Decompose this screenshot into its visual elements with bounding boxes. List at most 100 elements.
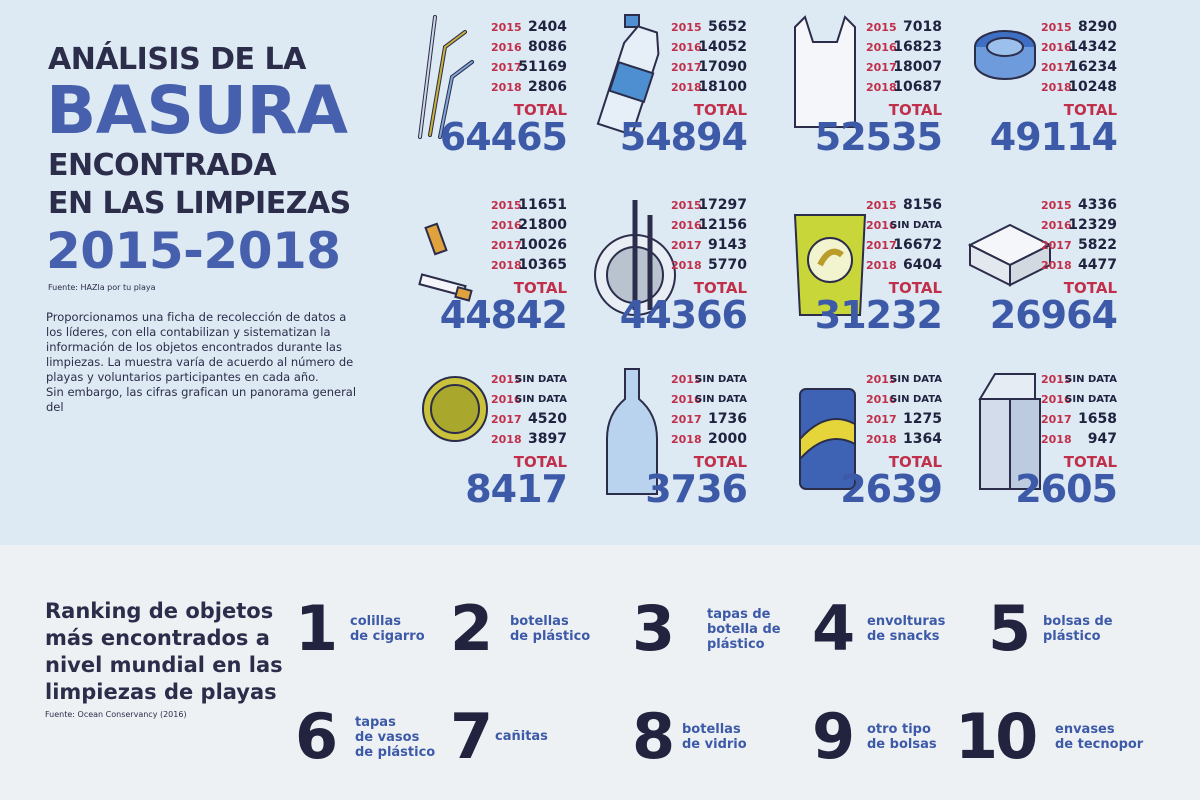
rank-label: botellas xyxy=(510,614,569,629)
source: Fuente: HAZla por tu playa xyxy=(48,283,156,292)
rank-label: plástico xyxy=(1043,629,1101,644)
rank-number: 2 xyxy=(450,592,493,665)
rank-label: colillas xyxy=(350,614,401,629)
item-icon xyxy=(793,214,867,316)
value: SIN DATA xyxy=(695,394,747,405)
rank-number: 8 xyxy=(632,700,675,773)
value: 14052 xyxy=(698,39,747,55)
title-highlight: BASURA xyxy=(46,72,348,149)
value: 9143 xyxy=(708,237,747,253)
year: 2016 xyxy=(671,393,702,406)
item-icon xyxy=(418,15,474,139)
year: 2015 xyxy=(671,199,702,212)
item-icon xyxy=(978,373,1041,490)
rank-label: cañitas xyxy=(495,729,548,744)
value: SIN DATA xyxy=(515,394,567,405)
item-icon xyxy=(974,30,1036,80)
year: 2015 xyxy=(1041,21,1072,34)
year: 2017 xyxy=(1041,413,1072,426)
year: 2018 xyxy=(491,433,522,446)
value: 16823 xyxy=(893,39,942,55)
rank-label: de plástico xyxy=(510,629,591,644)
value: 2404 xyxy=(528,19,567,35)
year: 2018 xyxy=(1041,259,1072,272)
year: 2018 xyxy=(866,81,897,94)
value: 8086 xyxy=(528,39,567,55)
rank-number: 1 xyxy=(295,592,338,665)
rank-label: plástico xyxy=(707,637,765,652)
item-icon xyxy=(418,222,473,302)
rank-label: envolturas xyxy=(867,614,946,629)
year: 2018 xyxy=(1041,433,1072,446)
item-icon xyxy=(794,15,856,128)
year: 2018 xyxy=(671,433,702,446)
rank-number: 7 xyxy=(450,700,493,773)
title-line: ANÁLISIS DE LA xyxy=(48,42,306,77)
title-line: ENCONTRADA xyxy=(48,148,277,183)
total-label: TOTAL xyxy=(1063,279,1117,297)
rank-label: otro tipo xyxy=(867,722,931,737)
item-icon xyxy=(422,376,488,442)
value: 17090 xyxy=(698,59,747,75)
value: 1736 xyxy=(708,411,747,427)
value: 3897 xyxy=(528,431,567,447)
value: SIN DATA xyxy=(1065,374,1117,385)
bottom-panel xyxy=(0,545,1200,800)
value: 7018 xyxy=(903,19,942,35)
year: 2016 xyxy=(491,219,522,232)
rank-number: 9 xyxy=(812,700,855,773)
total-label: TOTAL xyxy=(693,453,747,471)
rank-number: 10 xyxy=(955,700,1038,773)
rank-label: botellas xyxy=(682,722,741,737)
year: 2018 xyxy=(1041,81,1072,94)
year: 2017 xyxy=(491,239,522,252)
total-label: TOTAL xyxy=(693,279,747,297)
ranking-title: limpiezas de playas xyxy=(45,680,277,704)
description: Proporcionamos una ficha de recolección … xyxy=(46,310,354,384)
value: 18007 xyxy=(893,59,942,75)
value: 10687 xyxy=(893,79,942,95)
value: SIN DATA xyxy=(515,374,567,385)
value: 1275 xyxy=(903,411,942,427)
value: 5652 xyxy=(708,19,747,35)
rank-label: botella de xyxy=(707,622,781,637)
value: 4477 xyxy=(1078,257,1117,273)
year: 2015 xyxy=(866,373,897,386)
value: 16672 xyxy=(893,237,942,253)
total: 2639 xyxy=(840,467,943,511)
rank-label: de snacks xyxy=(867,629,940,644)
value: 10026 xyxy=(518,237,567,253)
year: 2017 xyxy=(866,239,897,252)
total-label: TOTAL xyxy=(513,279,567,297)
year: 2015 xyxy=(1041,373,1072,386)
rank-label: de cigarro xyxy=(350,629,425,644)
value: 4520 xyxy=(528,411,567,427)
rank-label: envases xyxy=(1055,722,1115,737)
year: 2016 xyxy=(1041,393,1072,406)
item-icon xyxy=(799,388,856,490)
rank-label: de bolsas xyxy=(867,737,937,752)
ranking-title: nivel mundial en las xyxy=(45,653,283,677)
value: 10248 xyxy=(1068,79,1117,95)
value: 16234 xyxy=(1068,59,1117,75)
rank-number: 4 xyxy=(812,592,855,665)
ranking-title: más encontrados a xyxy=(45,626,270,650)
total: 54894 xyxy=(619,115,748,159)
rank-label: de vasos xyxy=(355,730,420,745)
year: 2015 xyxy=(1041,199,1072,212)
rank-number: 3 xyxy=(632,592,675,665)
year: 2016 xyxy=(671,41,702,54)
year: 2018 xyxy=(491,81,522,94)
total: 2605 xyxy=(1015,467,1118,511)
value: 947 xyxy=(1087,431,1117,447)
year: 2018 xyxy=(866,259,897,272)
total: 44842 xyxy=(439,293,568,337)
source: Fuente: Ocean Conservancy (2016) xyxy=(45,710,187,719)
year: 2016 xyxy=(491,41,522,54)
description: Sin embargo, las cifras grafican un pano… xyxy=(46,385,357,414)
total: 31232 xyxy=(814,293,943,337)
item-icon xyxy=(596,14,660,137)
value: 11651 xyxy=(518,197,567,213)
rank-label: tapas de xyxy=(707,607,771,622)
